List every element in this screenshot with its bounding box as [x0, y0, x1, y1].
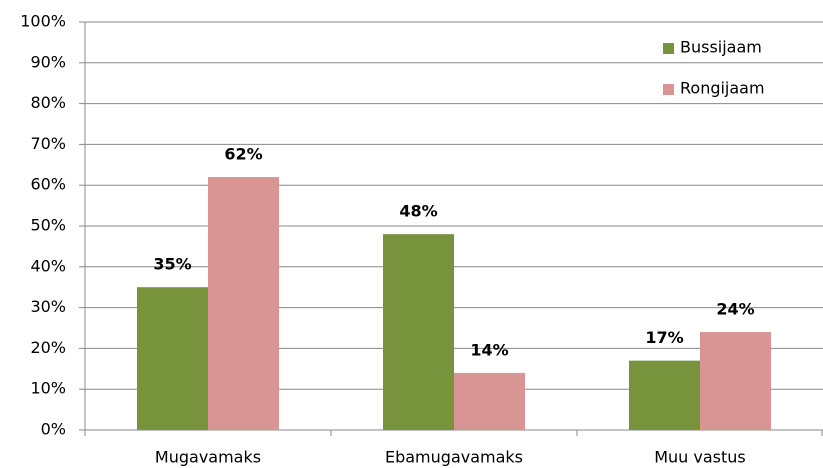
- data-label: 48%: [399, 202, 437, 221]
- legend-label: Rongijaam: [680, 79, 765, 98]
- y-tick-label: 40%: [30, 256, 66, 275]
- bar: [700, 332, 771, 430]
- y-tick-label: 50%: [30, 216, 66, 235]
- y-tick-label: 0%: [41, 420, 66, 439]
- bar: [383, 234, 454, 430]
- legend-swatch: [663, 84, 674, 95]
- data-label: 62%: [224, 145, 262, 164]
- y-tick-label: 80%: [30, 93, 66, 112]
- bar: [454, 372, 525, 430]
- legend-swatch: [663, 43, 674, 54]
- x-tick-label: Mugavamaks: [155, 448, 261, 467]
- x-tick-label: Muu vastus: [654, 448, 746, 467]
- bar: [208, 177, 279, 430]
- y-tick-label: 100%: [20, 12, 66, 31]
- data-label: 14%: [470, 340, 508, 359]
- y-tick-label: 60%: [30, 175, 66, 194]
- data-label: 35%: [153, 255, 191, 274]
- x-tick-label: Ebamugavamaks: [385, 448, 523, 467]
- y-tick-label: 90%: [30, 52, 66, 71]
- y-tick-label: 70%: [30, 134, 66, 153]
- y-tick-label: 10%: [30, 379, 66, 398]
- y-tick-label: 30%: [30, 297, 66, 316]
- bar: [629, 360, 700, 430]
- y-tick-label: 20%: [30, 338, 66, 357]
- legend-label: Bussijaam: [680, 38, 762, 57]
- data-label: 17%: [645, 328, 683, 347]
- bar: [137, 287, 208, 430]
- data-label: 24%: [716, 300, 754, 319]
